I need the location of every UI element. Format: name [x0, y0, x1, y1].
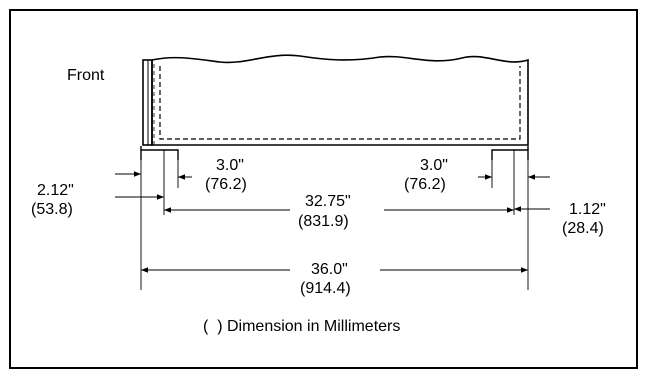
- right-offset-mm: (28.4): [562, 220, 604, 237]
- right-inset-mm: (76.2): [404, 176, 446, 193]
- units-legend: ( ) Dimension in Millimeters: [203, 318, 400, 335]
- inner-width-mm: (831.9): [298, 213, 349, 230]
- left-inset-mm: (76.2): [205, 176, 247, 193]
- overall-width-inches: 36.0": [311, 261, 348, 278]
- left-offset-mm: (53.8): [31, 201, 73, 218]
- extension-lines: [140, 150, 529, 290]
- overall-width-mm: (914.4): [300, 280, 351, 297]
- right-offset-inches: 1.12": [569, 201, 606, 218]
- front-label: Front: [67, 67, 105, 84]
- base-feet: [140, 146, 529, 160]
- inner-width-inches: 32.75": [305, 193, 351, 210]
- left-inset-inches: 3.0": [216, 157, 244, 174]
- cabinet-outline: [142, 54, 529, 146]
- diagram-frame: [9, 9, 638, 369]
- left-offset-inches: 2.12": [37, 182, 74, 199]
- dimension-arrows: [115, 171, 550, 273]
- right-inset-inches: 3.0": [420, 157, 448, 174]
